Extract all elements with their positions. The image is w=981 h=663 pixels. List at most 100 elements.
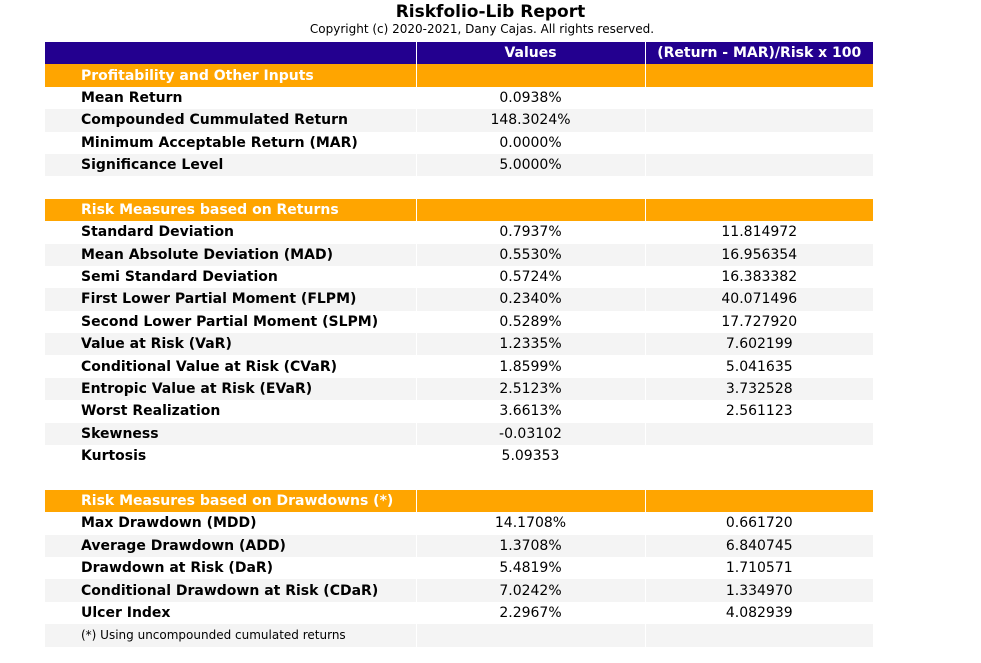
metric-name: Compounded Cummulated Return bbox=[45, 109, 416, 132]
table-row: Average Drawdown (ADD) 1.3708% 6.840745 bbox=[45, 534, 873, 557]
section-header-row: Profitability and Other Inputs bbox=[45, 64, 873, 87]
metric-value: 5.09353 bbox=[415, 445, 645, 468]
table-row: Ulcer Index 2.2967% 4.082939 bbox=[45, 601, 873, 625]
table-row: Standard Deviation 0.7937% 11.814972 bbox=[45, 221, 873, 244]
metric-name: Mean Absolute Deviation (MAD) bbox=[45, 243, 416, 266]
metric-name: Mean Return bbox=[81, 89, 183, 106]
metric-value: 0.5724% bbox=[415, 265, 645, 289]
table-row: Conditional Drawdown at Risk (CDaR) 7.024… bbox=[45, 579, 873, 602]
spacer-cell bbox=[45, 467, 416, 490]
metric-value: 3.6613% bbox=[415, 400, 645, 423]
metric-name: Drawdown at Risk (DaR) bbox=[81, 560, 274, 577]
metric-name: Second Lower Partial Moment (SLPM) bbox=[81, 313, 379, 330]
metric-ratio: 1.334970 bbox=[644, 579, 873, 602]
spacer-cell bbox=[45, 176, 416, 199]
table-row: Mean Absolute Deviation (MAD) 0.5530% 16.9… bbox=[45, 243, 873, 266]
metric-ratio: 11.814972 bbox=[644, 221, 873, 244]
table-row: Minimum Acceptable Return (MAR) 0.0000% bbox=[45, 131, 873, 154]
metric-name: Minimum Acceptable Return (MAR) bbox=[81, 134, 358, 151]
metric-ratio: 0.661720 bbox=[644, 512, 873, 535]
metric-value: 7.0242% bbox=[415, 579, 645, 602]
metric-ratio: 16.383382 bbox=[644, 265, 873, 289]
spacer-cell bbox=[644, 467, 873, 490]
section-title: Risk Measures based on Drawdowns (*) bbox=[45, 489, 416, 513]
metric-value: 2.5123% bbox=[415, 377, 645, 401]
table-row: Mean Return 0.0938% bbox=[45, 86, 873, 110]
metric-name: Value at Risk (VaR) bbox=[45, 333, 416, 356]
metric-value: 0.0000% bbox=[415, 131, 645, 154]
section-header-cell bbox=[644, 198, 873, 222]
header-cell-values: Values bbox=[415, 42, 645, 65]
metric-ratio: 1.710571 bbox=[644, 556, 873, 580]
metric-ratio: 16.956354 bbox=[644, 243, 873, 266]
table-row: Conditional Value at Risk (CVaR) 1.8599% 5… bbox=[45, 355, 873, 378]
section-header-row: Risk Measures based on Returns bbox=[45, 198, 873, 222]
metric-name: Max Drawdown (MDD) bbox=[81, 515, 257, 532]
metric-ratio: 17.727920 bbox=[644, 310, 873, 334]
table-header-row: Values (Return - MAR)/Risk x 100 bbox=[45, 42, 873, 65]
table-row: Significance Level 5.0000% bbox=[45, 153, 873, 177]
footnote-row: (*) Using uncompounded cumulated returns bbox=[45, 624, 873, 647]
report-copyright: Copyright (c) 2020-2021, Dany Cajas. All… bbox=[309, 22, 655, 36]
section-header-cell bbox=[415, 489, 645, 513]
metric-value: 14.1708% bbox=[415, 512, 645, 535]
metric-name: Standard Deviation bbox=[81, 224, 235, 241]
metric-name: Entropic Value at Risk (EVaR) bbox=[45, 377, 416, 401]
metric-ratio bbox=[644, 153, 873, 177]
table-row: Value at Risk (VaR) 1.2335% 7.602199 bbox=[45, 333, 873, 356]
metric-value: 148.3024% bbox=[415, 109, 645, 132]
table-row: Second Lower Partial Moment (SLPM) 0.5289… bbox=[45, 310, 873, 334]
report-title: Riskfolio-Lib Report bbox=[395, 2, 586, 22]
section-header-cell bbox=[415, 198, 645, 222]
metric-name: First Lower Partial Moment (FLPM) bbox=[45, 288, 416, 311]
metric-value: 2.2967% bbox=[415, 601, 645, 625]
metric-ratio: 2.561123 bbox=[644, 400, 873, 423]
section-header-row: Risk Measures based on Drawdowns (*) bbox=[45, 489, 873, 513]
spacer-cell bbox=[415, 467, 645, 490]
metric-name: Significance Level bbox=[45, 153, 416, 177]
table-row: Drawdown at Risk (DaR) 5.4819% 1.710571 bbox=[45, 556, 873, 580]
spacer-row bbox=[45, 467, 873, 490]
metric-value: 0.7937% bbox=[415, 221, 645, 244]
metric-name: Skewness bbox=[45, 422, 416, 446]
section-header-cell bbox=[644, 489, 873, 513]
table-row: Max Drawdown (MDD) 14.1708% 0.661720 bbox=[45, 512, 873, 535]
metric-name: Worst Realization bbox=[81, 403, 221, 420]
metric-ratio bbox=[644, 109, 873, 132]
metric-name: Ulcer Index bbox=[81, 604, 171, 621]
report-table: Values (Return - MAR)/Risk x 100 Profita… bbox=[45, 42, 873, 647]
metric-name: Kurtosis bbox=[81, 448, 147, 465]
metric-name: Conditional Value at Risk (CVaR) bbox=[81, 358, 338, 375]
metric-ratio bbox=[644, 445, 873, 468]
footnote: (*) Using uncompounded cumulated returns bbox=[45, 624, 416, 647]
metric-value: -0.03102 bbox=[415, 422, 645, 446]
table-row: Entropic Value at Risk (EVaR) 2.5123% 3.73… bbox=[45, 377, 873, 401]
table-row: Skewness -0.03102 bbox=[45, 422, 873, 446]
section-title: Risk Measures based on Returns bbox=[45, 198, 416, 222]
metric-value: 0.5530% bbox=[415, 243, 645, 266]
metric-value: 0.0938% bbox=[415, 86, 645, 110]
metric-ratio: 3.732528 bbox=[644, 377, 873, 401]
table-row: Worst Realization 3.6613% 2.561123 bbox=[45, 400, 873, 423]
section-header-cell bbox=[415, 64, 645, 87]
section-title: Profitability and Other Inputs bbox=[45, 64, 416, 87]
table-row: First Lower Partial Moment (FLPM) 0.2340%… bbox=[45, 288, 873, 311]
header-cell-metric bbox=[45, 42, 416, 65]
metric-ratio bbox=[644, 422, 873, 446]
section-header-cell bbox=[644, 64, 873, 87]
metric-value: 0.2340% bbox=[415, 288, 645, 311]
metric-name: Semi Standard Deviation bbox=[81, 269, 278, 286]
table-row: Semi Standard Deviation 0.5724% 16.383382 bbox=[45, 265, 873, 289]
table-row: Compounded Cummulated Return 148.3024% bbox=[45, 109, 873, 132]
metric-name: Average Drawdown (ADD) bbox=[45, 534, 416, 557]
footnote-cell bbox=[644, 624, 873, 647]
metric-value: 0.5289% bbox=[415, 310, 645, 334]
metric-value: 1.3708% bbox=[415, 534, 645, 557]
metric-value: 1.2335% bbox=[415, 333, 645, 356]
spacer-cell bbox=[644, 176, 873, 199]
metric-ratio bbox=[644, 86, 873, 110]
metric-ratio: 7.602199 bbox=[644, 333, 873, 356]
footnote-cell bbox=[415, 624, 645, 647]
metric-ratio: 4.082939 bbox=[644, 601, 873, 625]
metric-ratio: 5.041635 bbox=[644, 355, 873, 378]
